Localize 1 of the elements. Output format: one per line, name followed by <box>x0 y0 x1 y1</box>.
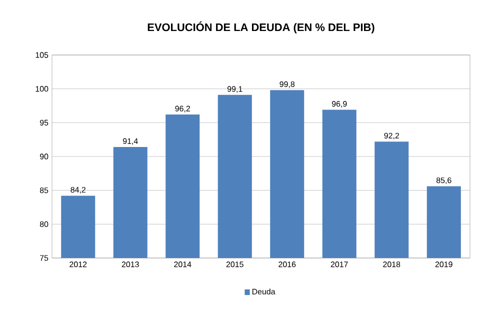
chart-title: EVOLUCIÓN DE LA DEUDA (EN % DEL PIB) <box>148 21 374 34</box>
